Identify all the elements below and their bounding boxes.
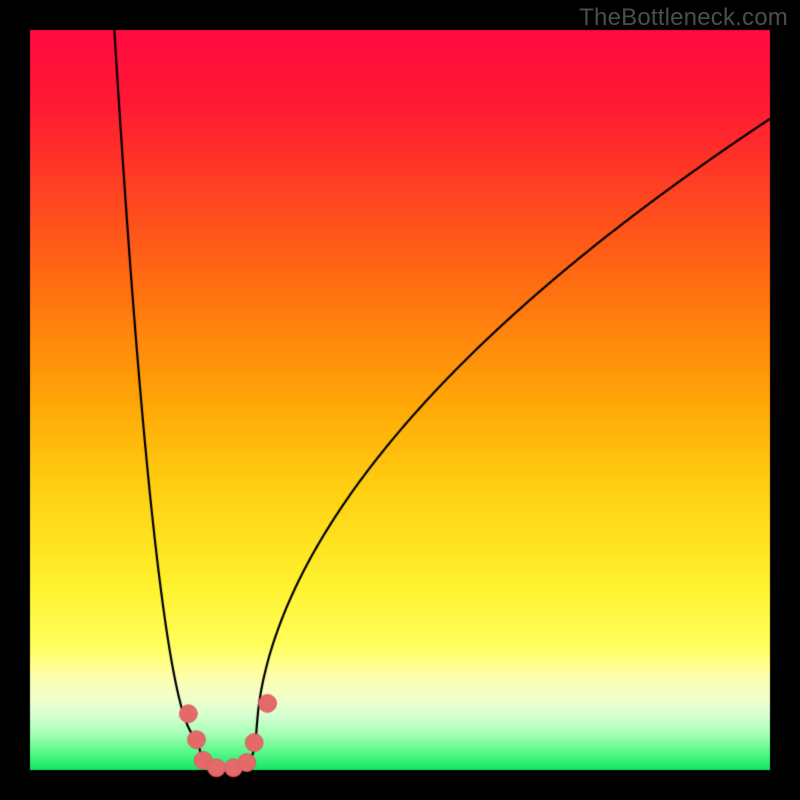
bottleneck-chart-canvas — [0, 0, 800, 800]
attribution-label: TheBottleneck.com — [579, 4, 788, 32]
chart-stage: TheBottleneck.com — [0, 0, 800, 800]
